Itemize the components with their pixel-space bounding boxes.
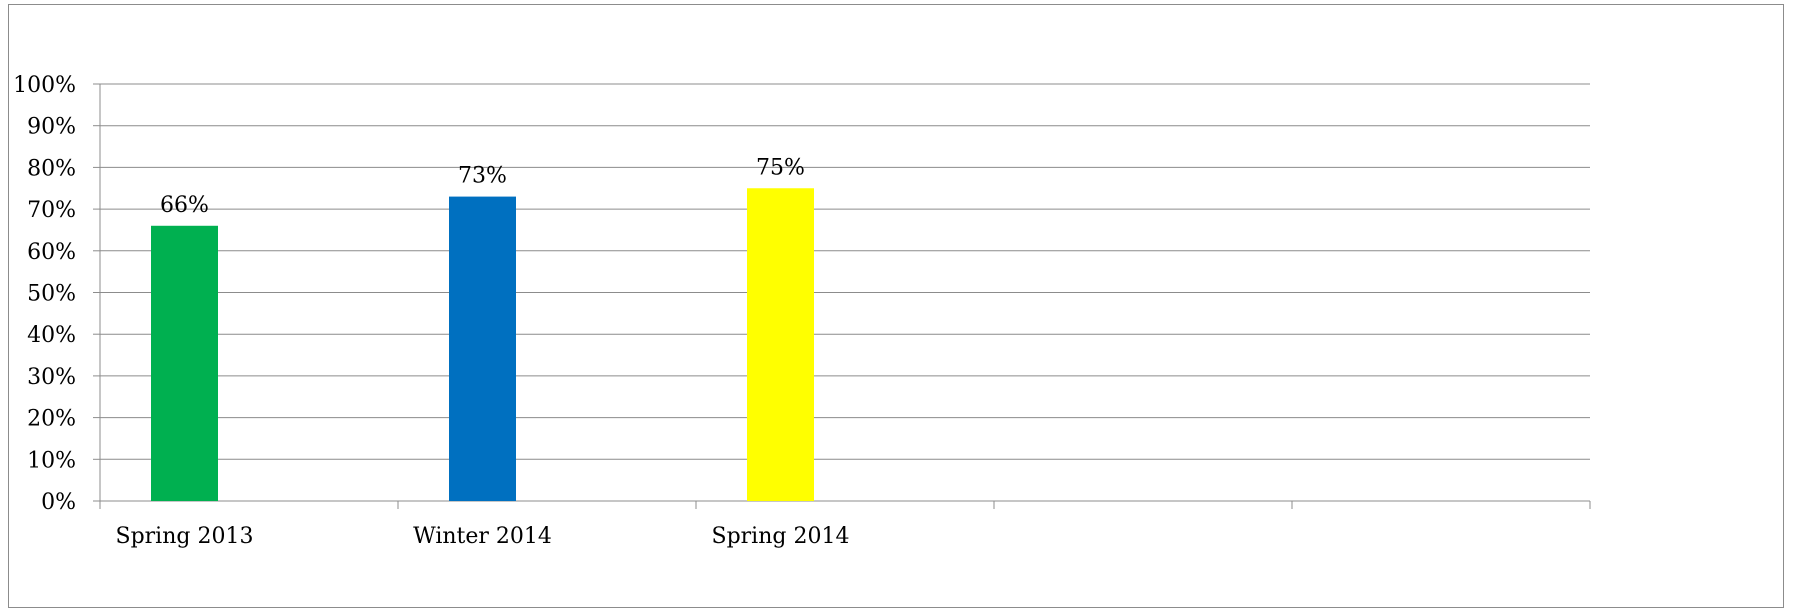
y-tick-label: 40% bbox=[27, 323, 76, 348]
y-tick-label: 60% bbox=[27, 240, 76, 265]
x-tick-label: Winter 2014 bbox=[413, 524, 552, 549]
y-tick-label: 10% bbox=[27, 448, 76, 473]
bar-spring-2014 bbox=[747, 188, 814, 501]
y-tick-label: 20% bbox=[27, 407, 76, 432]
y-tick-label: 70% bbox=[27, 198, 76, 223]
data-label: 66% bbox=[160, 193, 209, 218]
y-tick-label: 0% bbox=[41, 490, 76, 515]
y-tick-label: 100% bbox=[13, 73, 76, 98]
bar-spring-2013 bbox=[151, 225, 218, 501]
data-label: 75% bbox=[756, 155, 805, 180]
x-tick-label: Spring 2013 bbox=[116, 524, 254, 549]
y-tick-label: 50% bbox=[27, 282, 76, 307]
y-tick-label: 80% bbox=[27, 156, 76, 181]
y-tick-label: 30% bbox=[27, 365, 76, 390]
x-tick-label: Spring 2014 bbox=[712, 524, 850, 549]
bar-winter-2014 bbox=[449, 196, 516, 501]
data-label: 73% bbox=[458, 164, 507, 189]
chart-frame bbox=[8, 4, 1784, 608]
y-tick-label: 90% bbox=[27, 115, 76, 140]
